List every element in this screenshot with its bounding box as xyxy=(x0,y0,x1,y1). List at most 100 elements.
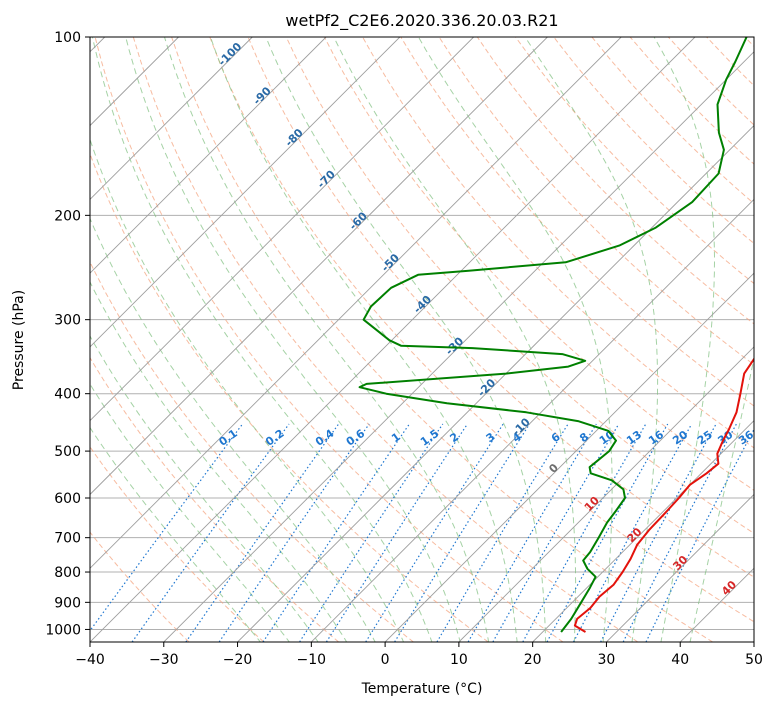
dry-adiabat-line xyxy=(90,531,190,642)
mixing-ratio-line xyxy=(492,423,620,642)
dry-adiabat-line xyxy=(209,37,754,623)
moist-adiabat-line xyxy=(125,37,461,642)
dry-adiabat-line xyxy=(591,37,754,205)
isotherm-label: -90 xyxy=(251,84,274,107)
dry-adiabats xyxy=(90,37,754,642)
plot-frame xyxy=(89,36,755,643)
mixing-ratio-line xyxy=(436,423,569,642)
y-tick-label: 700 xyxy=(54,531,81,547)
y-tick-label: 600 xyxy=(54,491,81,507)
isotherm-line xyxy=(90,37,622,569)
x-tick-label: 0 xyxy=(381,652,390,668)
mixing-ratio-label: 36 xyxy=(736,428,756,448)
dry-adiabat-line xyxy=(90,260,414,642)
isotherm-label: -100 xyxy=(216,40,245,69)
moist-adiabat-line xyxy=(90,137,405,642)
mixing-ratio-line xyxy=(622,423,737,642)
dry-adiabat-line xyxy=(90,152,489,642)
isotherm-label: 40 xyxy=(719,578,739,598)
isotherm-line xyxy=(163,51,754,642)
mixing-ratio-line xyxy=(131,423,290,642)
isotherm-line xyxy=(753,641,754,642)
moist-adiabats xyxy=(90,37,754,642)
mixing-ratio-line xyxy=(262,423,410,642)
dry-adiabat-line xyxy=(323,37,754,491)
dry-adiabat-line xyxy=(438,37,754,366)
mixing-ratio-label: 13 xyxy=(624,428,644,447)
x-tick-label: −10 xyxy=(297,652,327,668)
moist-adiabat-line xyxy=(210,37,518,642)
dry-adiabat-line xyxy=(515,37,754,285)
isotherm-line xyxy=(90,37,474,422)
temperature-profile-line xyxy=(573,357,754,633)
isotherms xyxy=(90,37,754,642)
grid-lines xyxy=(90,37,754,630)
x-tick-label: 40 xyxy=(671,652,689,668)
isotherm-label: 30 xyxy=(670,553,690,573)
x-axis: −40 −30 −20 −10 0 10 20 30 40 50 xyxy=(75,642,763,668)
x-tick-label: −20 xyxy=(223,652,253,668)
dry-adiabat-line xyxy=(553,37,754,245)
isotherm-line xyxy=(90,37,548,496)
dry-adiabat-line xyxy=(362,37,754,449)
isotherm-line xyxy=(90,37,327,274)
isotherm-line xyxy=(606,493,754,642)
dry-adiabat-line xyxy=(744,37,754,47)
y-axis: 1000 900 800 700 600 500 400 300 200 100 xyxy=(45,30,90,638)
y-axis-label: Pressure (hPa) xyxy=(11,290,27,390)
moist-adiabat-line xyxy=(418,37,613,642)
isotherm-line xyxy=(90,37,253,200)
mixing-ratio-line xyxy=(325,423,468,642)
y-tick-label: 300 xyxy=(54,313,81,329)
isotherm-line xyxy=(458,346,754,642)
moist-adiabat-line xyxy=(689,356,754,642)
moist-adiabat-line xyxy=(90,335,319,642)
dry-adiabat-line xyxy=(90,356,339,642)
mixing-ratio-line xyxy=(546,423,669,642)
moist-adiabat-line xyxy=(524,37,659,642)
moist-adiabat-line xyxy=(90,217,376,642)
dry-adiabat-line xyxy=(706,37,754,87)
isotherm-line xyxy=(90,37,696,642)
isotherm-label: -50 xyxy=(379,251,402,274)
y-tick-label: 1000 xyxy=(45,622,81,638)
dry-adiabat-line xyxy=(90,446,265,642)
mixing-ratio-line xyxy=(185,423,340,642)
isotherm-line xyxy=(679,567,754,642)
isotherm-label: 20 xyxy=(625,525,645,545)
moist-adiabat-line xyxy=(90,383,291,642)
mixing-ratio-label: 1 xyxy=(389,430,403,445)
y-tick-label: 400 xyxy=(54,387,81,403)
mixing-ratio-label: 1.5 xyxy=(418,427,441,449)
moist-adiabat-line xyxy=(653,37,715,642)
mixing-ratio-line xyxy=(394,423,531,642)
dewpoint-profile-line xyxy=(358,37,748,633)
mixing-ratio-line xyxy=(467,423,597,642)
x-tick-label: 10 xyxy=(450,652,468,668)
sounding-profiles xyxy=(358,37,754,633)
dry-adiabat-line xyxy=(171,37,713,642)
x-tick-label: −40 xyxy=(75,652,105,668)
x-axis-label: Temperature (°C) xyxy=(361,681,483,697)
moist-adiabat-line xyxy=(91,37,433,642)
mixing-ratio-line xyxy=(218,423,370,642)
mixing-ratio-line xyxy=(645,428,754,642)
chart-title: wetPf2_C2E6.2020.336.20.03.R21 xyxy=(285,11,558,31)
moist-adiabat-line xyxy=(164,37,490,642)
mixing-ratio-line xyxy=(90,423,244,632)
isotherm-label: -40 xyxy=(411,293,434,316)
isotherm-label: -70 xyxy=(315,168,338,191)
mixing-ratio-line xyxy=(600,423,717,642)
isotherm-label: -60 xyxy=(347,209,370,232)
mixing-ratio-label: 0.4 xyxy=(313,427,337,449)
mixing-ratio-label: 0.1 xyxy=(216,427,239,449)
mixing-ratio-lines xyxy=(90,423,754,642)
mixing-ratio-label: 0.6 xyxy=(344,427,368,449)
plot-area: 0.1 0.2 0.4 0.6 1 1.5 2 3 4 6 8 10 13 16 20 25 30 36-100-… xyxy=(90,37,756,642)
mixing-ratio-label: 0.2 xyxy=(263,427,286,449)
dry-adiabat-line xyxy=(132,37,639,642)
dry-adiabat-line xyxy=(629,37,754,165)
y-tick-label: 900 xyxy=(54,595,81,611)
mixing-ratio-line xyxy=(522,423,647,642)
